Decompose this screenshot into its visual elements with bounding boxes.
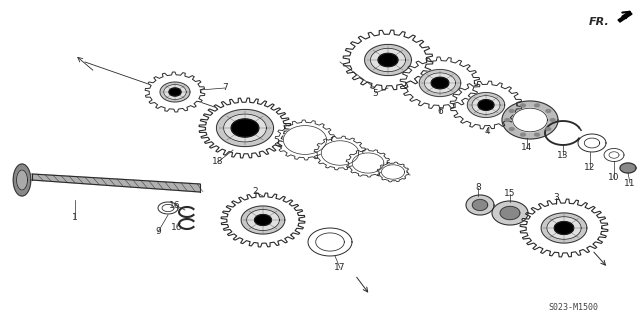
Polygon shape — [169, 88, 181, 96]
Polygon shape — [216, 109, 273, 147]
Polygon shape — [241, 206, 285, 234]
Polygon shape — [509, 128, 514, 130]
Polygon shape — [502, 101, 558, 139]
Text: 11: 11 — [624, 179, 636, 188]
Text: S023-M1500: S023-M1500 — [548, 303, 598, 313]
Text: 12: 12 — [584, 162, 596, 172]
Text: 17: 17 — [334, 263, 346, 272]
Polygon shape — [365, 44, 412, 76]
Polygon shape — [255, 215, 271, 226]
Polygon shape — [472, 96, 500, 114]
Polygon shape — [400, 57, 480, 109]
Polygon shape — [620, 163, 636, 173]
Polygon shape — [371, 48, 406, 72]
Polygon shape — [381, 165, 404, 179]
Polygon shape — [431, 77, 449, 89]
Polygon shape — [314, 136, 366, 170]
Text: 2: 2 — [252, 188, 258, 197]
Polygon shape — [316, 233, 344, 251]
Polygon shape — [520, 104, 525, 107]
Text: 9: 9 — [155, 227, 161, 236]
Polygon shape — [467, 93, 505, 117]
Polygon shape — [546, 109, 551, 112]
Polygon shape — [478, 100, 494, 110]
Polygon shape — [618, 12, 632, 22]
Polygon shape — [547, 217, 581, 239]
Text: 16: 16 — [172, 224, 183, 233]
Polygon shape — [546, 128, 551, 130]
Polygon shape — [541, 213, 587, 243]
Text: 3: 3 — [553, 194, 559, 203]
Text: 10: 10 — [608, 174, 620, 182]
Polygon shape — [343, 30, 433, 90]
Polygon shape — [578, 134, 606, 152]
Text: 13: 13 — [557, 151, 569, 160]
Text: 14: 14 — [522, 144, 532, 152]
Polygon shape — [199, 98, 291, 158]
Polygon shape — [450, 81, 522, 129]
Polygon shape — [550, 119, 555, 122]
Polygon shape — [500, 206, 520, 219]
Polygon shape — [604, 149, 624, 161]
Polygon shape — [162, 204, 174, 211]
Polygon shape — [231, 119, 259, 137]
Polygon shape — [158, 202, 178, 214]
Polygon shape — [32, 174, 200, 192]
Polygon shape — [466, 195, 494, 215]
Text: 16: 16 — [169, 201, 180, 210]
Text: 15: 15 — [504, 189, 516, 198]
Polygon shape — [378, 53, 398, 67]
Text: 4: 4 — [484, 128, 490, 137]
Polygon shape — [308, 228, 352, 256]
Polygon shape — [534, 104, 540, 107]
Polygon shape — [346, 149, 390, 177]
Polygon shape — [164, 85, 186, 100]
Polygon shape — [520, 133, 525, 136]
Text: 5: 5 — [372, 88, 378, 98]
Polygon shape — [520, 199, 608, 257]
Text: 18: 18 — [212, 158, 224, 167]
Polygon shape — [554, 222, 573, 234]
Polygon shape — [492, 201, 528, 225]
Polygon shape — [145, 72, 205, 112]
Text: 1: 1 — [72, 213, 78, 222]
Polygon shape — [513, 108, 547, 132]
Polygon shape — [321, 141, 359, 165]
Polygon shape — [505, 119, 509, 122]
Polygon shape — [352, 153, 384, 173]
Text: 7: 7 — [222, 84, 228, 93]
Polygon shape — [275, 120, 335, 160]
Polygon shape — [509, 109, 514, 112]
Polygon shape — [17, 170, 28, 190]
Polygon shape — [246, 210, 280, 231]
Polygon shape — [160, 82, 190, 102]
Polygon shape — [284, 126, 326, 154]
Text: 6: 6 — [437, 108, 443, 116]
Polygon shape — [534, 133, 540, 136]
Polygon shape — [584, 138, 600, 148]
Polygon shape — [377, 162, 409, 182]
Polygon shape — [419, 70, 461, 97]
Text: FR.: FR. — [589, 17, 610, 27]
Polygon shape — [13, 164, 31, 196]
Polygon shape — [424, 73, 456, 93]
Polygon shape — [223, 114, 266, 142]
Polygon shape — [221, 193, 305, 247]
Polygon shape — [472, 199, 488, 211]
Text: 8: 8 — [475, 183, 481, 192]
Polygon shape — [609, 152, 619, 158]
